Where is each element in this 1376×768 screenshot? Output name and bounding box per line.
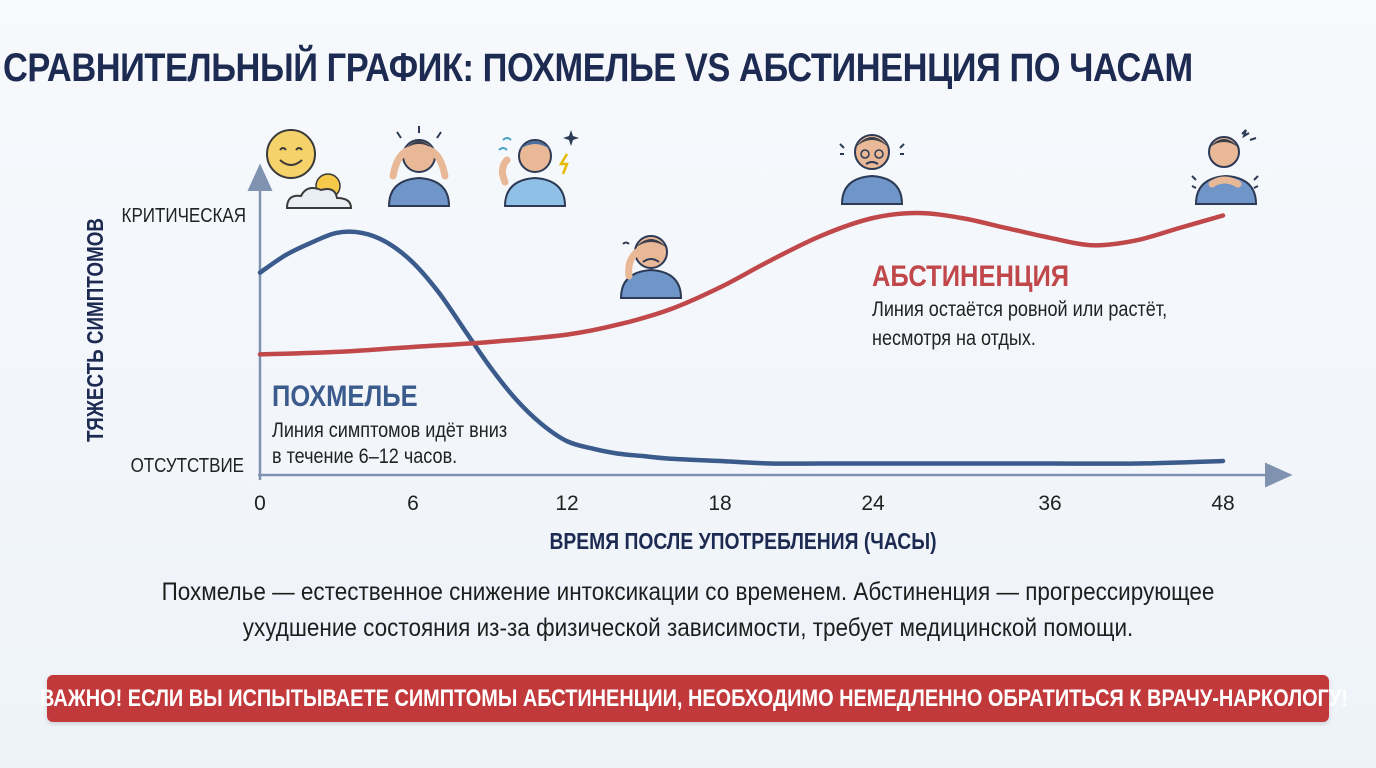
x-tick-labels: 0 6 12 18 24 36 48 <box>254 492 1235 515</box>
x-tick-label: 48 <box>1211 492 1234 515</box>
caption-line-1: Похмелье — естественное снижение интокси… <box>161 578 1215 606</box>
x-tick-label: 12 <box>555 492 578 515</box>
x-tick-label: 6 <box>407 492 419 515</box>
severity-chart: ТЯЖЕСТЬ СИМПТОМОВ ВРЕМЯ ПОСЛЕ УПОТРЕБЛЕН… <box>83 126 1293 555</box>
warning-banner: ВАЖНО! ЕСЛИ ВЫ ИСПЫТЫВАЕТЕ СИМПТОМЫ АБСТ… <box>40 675 1348 722</box>
thirsty-man-icon <box>498 130 579 207</box>
x-tick-label: 24 <box>861 492 885 515</box>
withdrawal-note-line1: Линия остаётся ровной или растёт, <box>872 298 1167 322</box>
caption: Похмелье — естественное снижение интокси… <box>60 574 1316 646</box>
x-tick-label: 0 <box>254 492 266 515</box>
headache-man-icon <box>387 126 451 207</box>
hangover-line <box>257 229 1226 466</box>
caption-line-2: ухудшение состояния из-за физической зав… <box>242 614 1134 642</box>
x-axis-title: ВРЕМЯ ПОСЛЕ УПОТРЕБЛЕНИЯ (ЧАСЫ) <box>549 530 936 555</box>
withdrawal-line <box>257 210 1226 357</box>
page-title: СРАВНИТЕЛЬНЫЙ ГРАФИК: ПОХМЕЛЬЕ VS АБСТИН… <box>3 45 1194 90</box>
sad-man-icon <box>619 235 683 299</box>
withdrawal-label: АБСТИНЕНЦИЯ <box>872 259 1069 292</box>
hangover-note-line1: Линия симптомов идёт вниз <box>272 419 507 443</box>
y-tick-critical: КРИТИЧЕСКАЯ <box>122 204 246 227</box>
x-tick-label: 18 <box>708 492 731 515</box>
anxious-man-icon <box>839 134 905 205</box>
x-tick-label: 36 <box>1038 492 1061 515</box>
title-row: СРАВНИТЕЛЬНЫЙ ГРАФИК: ПОХМЕЛЬЕ VS АБСТИН… <box>0 38 1376 98</box>
y-axis-title: ТЯЖЕСТЬ СИМПТОМОВ <box>83 218 108 442</box>
sun-cloud-icon <box>266 129 353 209</box>
y-tick-absent: ОТСУТСТВИЕ <box>131 454 244 477</box>
withdrawal-note-line2: несмотря на отдых. <box>872 327 1036 351</box>
hangover-label: ПОХМЕЛЬЕ <box>272 379 418 412</box>
shivering-man-icon <box>1191 129 1259 205</box>
hangover-note-line2: в течение 6–12 часов. <box>272 445 457 469</box>
warning-text: ВАЖНО! ЕСЛИ ВЫ ИСПЫТЫВАЕТЕ СИМПТОМЫ АБСТ… <box>40 684 1348 712</box>
